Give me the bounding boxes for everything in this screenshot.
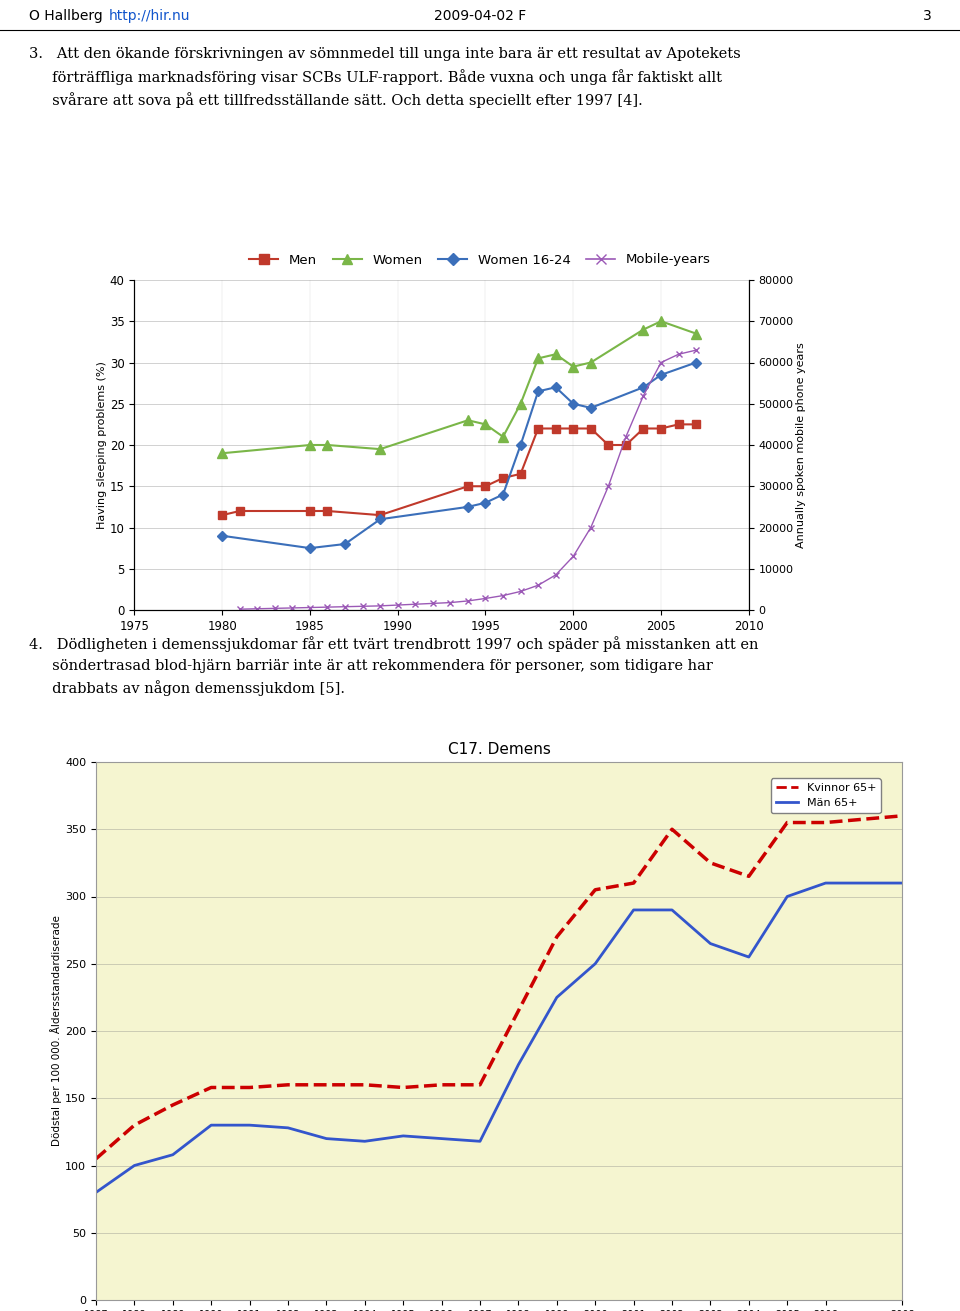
Legend: Kvinnor 65+, Män 65+: Kvinnor 65+, Män 65+ [771, 779, 880, 813]
Text: 3.   Att den ökande förskrivningen av sömnmedel till unga inte bara är ett resul: 3. Att den ökande förskrivningen av sömn… [29, 47, 740, 108]
Text: O Hallberg: O Hallberg [29, 9, 107, 24]
Legend: Men, Women, Women 16-24, Mobile-years: Men, Women, Women 16-24, Mobile-years [244, 248, 716, 271]
Text: http://hir.nu: http://hir.nu [108, 9, 190, 24]
Y-axis label: Dödstal per 100 000. Åldersstandardiserade: Dödstal per 100 000. Åldersstandardisera… [51, 915, 62, 1146]
Text: 3: 3 [923, 9, 931, 24]
Text: 4.   Dödligheten i demenssjukdomar får ett tvärt trendbrott 1997 och späder på m: 4. Dödligheten i demenssjukdomar får ett… [29, 636, 758, 696]
Y-axis label: Annually spoken mobile phone years: Annually spoken mobile phone years [797, 342, 806, 548]
Text: 2009-04-02 F: 2009-04-02 F [434, 9, 526, 24]
Title: C17. Demens: C17. Demens [447, 742, 551, 756]
Y-axis label: Having sleeping problems (%): Having sleeping problems (%) [97, 361, 107, 528]
